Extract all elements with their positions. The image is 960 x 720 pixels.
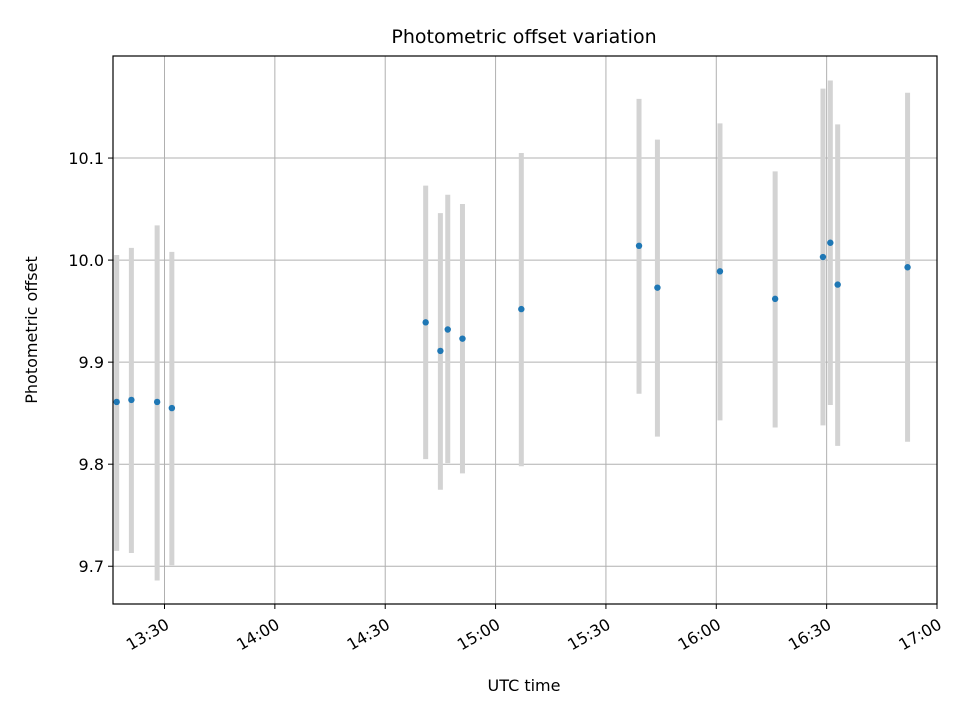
data-point — [904, 264, 911, 271]
data-point — [771, 295, 779, 303]
data-point — [422, 319, 429, 326]
data-point — [168, 404, 176, 412]
data-point — [819, 253, 827, 261]
data-point — [444, 326, 451, 333]
data-point — [827, 239, 834, 246]
data-point — [113, 398, 120, 406]
data-point — [153, 398, 161, 406]
data-point — [128, 396, 135, 404]
data-point — [635, 242, 643, 250]
data-point — [654, 284, 661, 291]
y-tick-label: 9.9 — [79, 353, 104, 372]
x-tick-label: 14:30 — [344, 615, 393, 655]
grid-lines — [113, 56, 938, 604]
data-points — [113, 239, 911, 412]
plot-area-frame — [112, 55, 938, 605]
x-tick-label: 13:30 — [123, 615, 172, 655]
y-tick-label: 9.7 — [79, 557, 104, 576]
data-point — [518, 305, 525, 313]
error-bars — [114, 80, 911, 581]
x-tick-label: 14:00 — [233, 615, 282, 655]
x-tick-label: 16:00 — [675, 615, 724, 655]
x-tick-label: 17:00 — [895, 615, 944, 655]
x-tick-label: 15:00 — [454, 615, 503, 655]
y-tick-label: 10.0 — [68, 251, 104, 270]
data-point — [437, 347, 444, 355]
data-point — [834, 281, 841, 288]
chart-title: Photometric offset variation — [391, 26, 656, 48]
x-tick-label: 16:30 — [785, 615, 834, 655]
y-tick-label: 9.8 — [79, 455, 104, 474]
axis-ticks: 13:30 14:00 14:30 15:00 15:30 16:00 16:30 17:00… — [68, 149, 944, 654]
x-axis-label: UTC time — [488, 676, 561, 695]
y-tick-label: 10.1 — [68, 149, 104, 168]
data-point — [459, 335, 466, 342]
data-point — [716, 268, 724, 275]
y-axis-label: Photometric offset — [22, 256, 41, 404]
x-tick-label: 15:30 — [564, 615, 613, 655]
